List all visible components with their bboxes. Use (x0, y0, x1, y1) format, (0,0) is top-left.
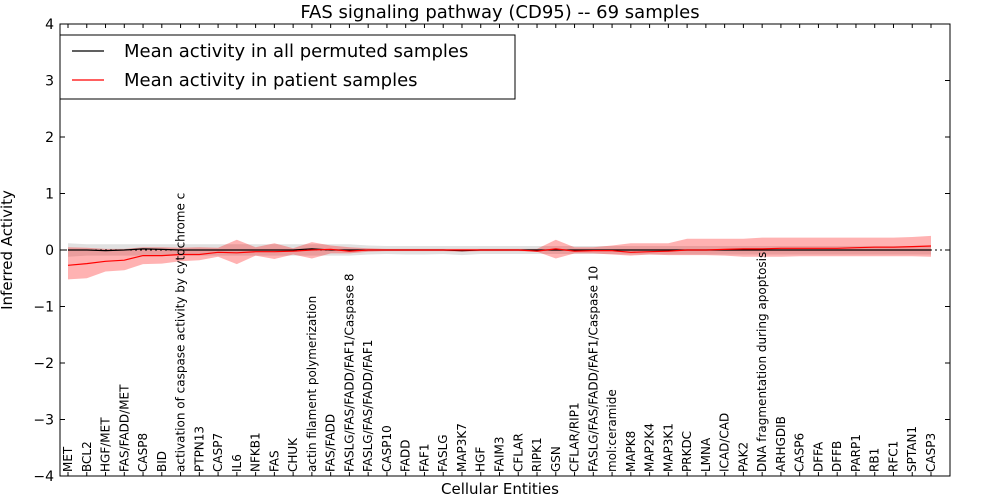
x-tick-label: CASP6 (793, 433, 807, 472)
y-tick-label: 1 (45, 187, 54, 203)
chart-title: FAS signaling pathway (CD95) -- 69 sampl… (300, 2, 699, 23)
y-tick-label: −4 (33, 469, 54, 485)
y-tick-label: −1 (33, 300, 54, 316)
plot-area (60, 235, 950, 280)
x-tick-label: BCL2 (80, 441, 94, 472)
x-tick-label: HGF (474, 447, 488, 472)
x-tick-label: IL6 (230, 454, 244, 472)
x-tick-label: FAS/FADD/MET (117, 384, 131, 472)
x-tick-label: RIPK1 (530, 437, 544, 472)
x-tick-label: CASP7 (211, 433, 225, 472)
y-tick-label: 2 (45, 130, 54, 146)
y-tick-label: 0 (45, 243, 54, 259)
axes: −4 −3 −2 −1 0 1 2 3 4 MET BCL2 HGF/MET FAS/FADD/MET C… (33, 17, 951, 485)
y-tick-label: −3 (33, 413, 54, 429)
x-tick-label: CASP8 (136, 433, 150, 472)
x-tick-label: PARP1 (849, 434, 863, 472)
x-tick-label: FAS (267, 450, 281, 472)
legend-label-1: Mean activity in patient samples (124, 70, 418, 91)
x-tick-label: MET (61, 446, 75, 472)
x-tick-label: DNA fragmentation during apoptosis (755, 252, 769, 472)
x-tick-label: DFFA (811, 441, 825, 472)
x-tick-label: LMNA (699, 437, 713, 472)
x-tick-label: ICAD/CAD (718, 413, 732, 472)
x-tick-label: FAS/FADD (324, 414, 338, 472)
y-tick-label: 4 (45, 17, 54, 33)
legend-box (59, 34, 516, 100)
x-tick-label: actin filament polymerization (305, 296, 319, 472)
x-tick-label: FASLG/FAS/FADD/FAF1 (361, 340, 375, 472)
series-1-band (68, 235, 931, 280)
x-tick-label: PRKDC (680, 431, 694, 472)
x-tick-label: MAP2K4 (643, 423, 657, 472)
y-tick-label: 3 (45, 74, 54, 90)
y-tick-label: −2 (33, 356, 54, 372)
y-axis-label: Inferred Activity (0, 190, 16, 310)
x-tick-label: SPTAN1 (905, 426, 919, 472)
x-tick-label: MAPK8 (624, 431, 638, 472)
x-tick-label: FAF1 (418, 443, 432, 472)
x-tick-label: FADD (399, 440, 413, 473)
series-1-line (67, 245, 932, 266)
x-tick-label: DFFB (830, 441, 844, 472)
x-tick-label: RFC1 (887, 441, 901, 472)
x-tick-label: CFLAR (511, 433, 525, 472)
x-tick-label: NFKB1 (249, 432, 263, 472)
x-tick-label: mol:ceramide (605, 389, 619, 472)
x-tick-label: CASP3 (924, 433, 938, 472)
x-tick-label: MAP3K1 (661, 423, 675, 472)
x-tick-label: ARHGDIB (774, 416, 788, 472)
x-tick-label: PTPN13 (192, 426, 206, 472)
x-tick-label: RB1 (868, 448, 882, 472)
x-tick-label: CHUK (286, 437, 300, 472)
x-tick-label: FAIM3 (493, 436, 507, 472)
x-tick-label: MAP3K7 (455, 423, 469, 472)
x-tick-label: FASLG (436, 434, 450, 472)
legend-label-0: Mean activity in all permuted samples (124, 41, 468, 62)
legend: Mean activity in all permuted samples Mea… (59, 34, 516, 100)
x-tick-label: CFLAR/RIP1 (568, 402, 582, 472)
x-tick-label: activation of caspase activity by cytoch… (174, 193, 188, 472)
x-tick-label: GSN (549, 446, 563, 472)
x-tick-label: FASLG/FAS/FADD/FAF1/Caspase 8 (342, 274, 356, 473)
x-tick-label: HGF/MET (99, 417, 113, 472)
x-tick-label: FASLG/FAS/FADD/FAF1/Caspase 10 (586, 266, 600, 472)
x-axis-label: Cellular Entities (441, 480, 559, 498)
x-tick-label: BID (155, 451, 169, 472)
x-tick-label: PAK2 (736, 442, 750, 472)
x-tick-label: CASP10 (380, 425, 394, 472)
